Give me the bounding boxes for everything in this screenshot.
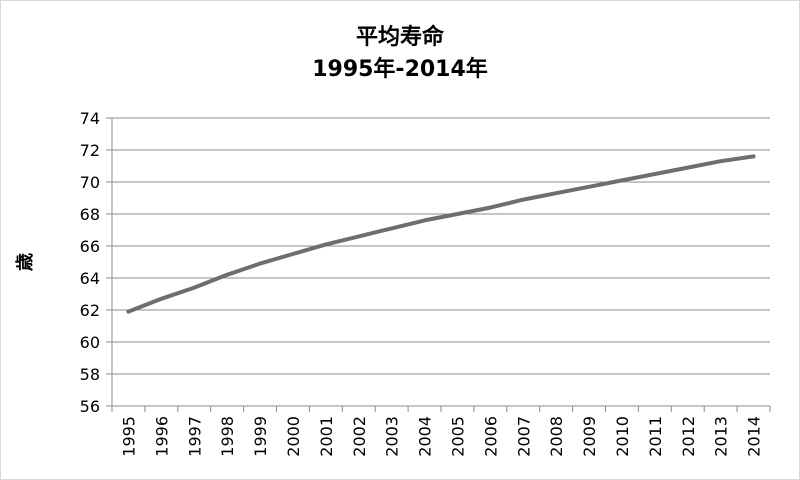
series-group (126, 154, 756, 314)
x-tick-label-2010: 2010 (613, 416, 632, 457)
y-tick-label-66: 66 (80, 237, 100, 256)
x-tick-label-1996: 1996 (152, 416, 171, 457)
chart-title-block: 平均寿命 1995年-2014年 (0, 22, 800, 86)
y-tick-label-58: 58 (80, 365, 100, 384)
x-tick-label-2009: 2009 (580, 416, 599, 457)
x-tick-label-1995: 1995 (119, 416, 138, 457)
x-tick-label-1998: 1998 (218, 416, 237, 457)
y-tick-label-64: 64 (80, 269, 100, 288)
chart-subtitle: 1995年-2014年 (312, 57, 488, 82)
y-tick-labels: 56 58 60 62 64 66 68 70 72 74 (80, 109, 100, 416)
series-line-0 (126, 154, 756, 314)
y-tick-label-56: 56 (80, 397, 100, 416)
x-tick-label-2003: 2003 (383, 416, 402, 457)
x-tick-label-1999: 1999 (251, 416, 270, 457)
gridlines (112, 117, 770, 375)
chart-title: 平均寿命 (355, 25, 444, 50)
x-tick-label-2002: 2002 (350, 416, 369, 457)
x-tick-label-2006: 2006 (481, 416, 500, 457)
y-tick-label-72: 72 (80, 141, 100, 160)
y-tick-label-60: 60 (80, 333, 100, 352)
x-tick-label-2008: 2008 (547, 416, 566, 457)
x-tick-label-2007: 2007 (514, 416, 533, 457)
x-tick-label-2011: 2011 (646, 416, 665, 457)
x-tick-label-2004: 2004 (416, 416, 435, 457)
x-tick-label-2000: 2000 (284, 416, 303, 457)
x-tick-label-2012: 2012 (679, 416, 698, 457)
y-tick-label-70: 70 (80, 173, 100, 192)
y-tick-label-68: 68 (80, 205, 100, 224)
x-tick-label-2001: 2001 (317, 416, 336, 457)
x-tick-label-2014: 2014 (745, 416, 764, 457)
axes (106, 117, 771, 412)
x-tick-label-1997: 1997 (185, 416, 204, 457)
x-tick-label-2013: 2013 (712, 416, 731, 457)
y-tick-label-74: 74 (80, 109, 100, 128)
y-tick-label-62: 62 (80, 301, 100, 320)
x-tick-label-2005: 2005 (448, 416, 467, 457)
x-tick-labels: 1995 1996 1997 1998 1999 2000 2001 2002 2003 2004… (119, 416, 763, 457)
